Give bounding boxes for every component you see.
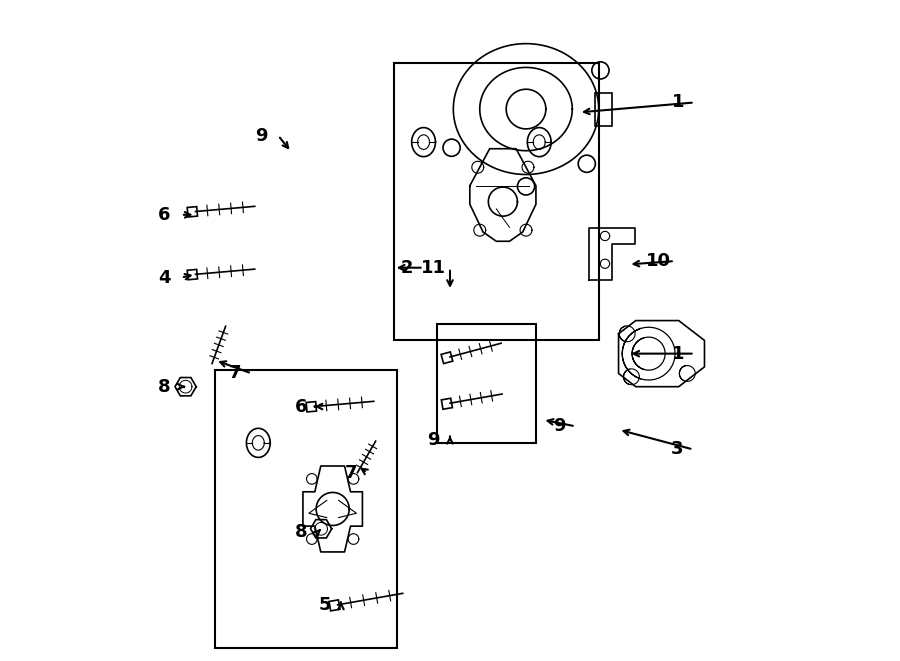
Text: 1: 1: [671, 93, 684, 112]
Bar: [215, 370, 397, 648]
Text: 6: 6: [158, 206, 171, 224]
Text: 10: 10: [645, 252, 670, 270]
Bar: [596, 93, 612, 126]
Text: 4: 4: [158, 268, 171, 287]
Text: 2: 2: [400, 258, 413, 277]
Text: 7: 7: [229, 364, 241, 383]
Text: 3: 3: [670, 440, 683, 459]
Text: 8: 8: [295, 523, 308, 541]
Text: 11: 11: [421, 258, 446, 277]
Bar: [436, 324, 536, 443]
Bar: [394, 63, 598, 340]
Text: 8: 8: [158, 377, 171, 396]
Text: 6: 6: [295, 397, 308, 416]
Text: 9: 9: [256, 126, 268, 145]
Text: 9: 9: [553, 417, 565, 436]
Text: 5: 5: [319, 596, 330, 614]
Text: 9: 9: [428, 430, 440, 449]
Text: 7: 7: [345, 463, 357, 482]
Text: 1: 1: [671, 344, 684, 363]
